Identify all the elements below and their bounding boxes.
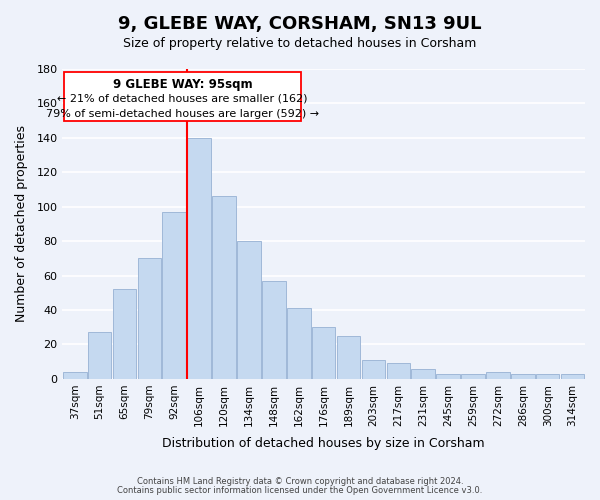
Text: Contains public sector information licensed under the Open Government Licence v3: Contains public sector information licen… bbox=[118, 486, 482, 495]
Bar bbox=[511, 374, 535, 379]
Bar bbox=[262, 281, 286, 379]
Text: Size of property relative to detached houses in Corsham: Size of property relative to detached ho… bbox=[124, 38, 476, 51]
FancyBboxPatch shape bbox=[64, 72, 301, 120]
Text: 9, GLEBE WAY, CORSHAM, SN13 9UL: 9, GLEBE WAY, CORSHAM, SN13 9UL bbox=[118, 15, 482, 33]
Bar bbox=[113, 290, 136, 379]
Bar bbox=[561, 374, 584, 379]
Bar bbox=[312, 328, 335, 379]
Text: 9 GLEBE WAY: 95sqm: 9 GLEBE WAY: 95sqm bbox=[113, 78, 252, 90]
Text: Contains HM Land Registry data © Crown copyright and database right 2024.: Contains HM Land Registry data © Crown c… bbox=[137, 477, 463, 486]
X-axis label: Distribution of detached houses by size in Corsham: Distribution of detached houses by size … bbox=[163, 437, 485, 450]
Bar bbox=[88, 332, 112, 379]
Bar bbox=[212, 196, 236, 379]
Bar bbox=[436, 374, 460, 379]
Bar bbox=[187, 138, 211, 379]
Bar bbox=[237, 241, 261, 379]
Bar bbox=[461, 374, 485, 379]
Bar bbox=[287, 308, 311, 379]
Bar bbox=[536, 374, 559, 379]
Text: 79% of semi-detached houses are larger (592) →: 79% of semi-detached houses are larger (… bbox=[46, 108, 319, 118]
Bar bbox=[486, 372, 510, 379]
Bar bbox=[137, 258, 161, 379]
Bar bbox=[412, 368, 435, 379]
Y-axis label: Number of detached properties: Number of detached properties bbox=[15, 126, 28, 322]
Text: ← 21% of detached houses are smaller (162): ← 21% of detached houses are smaller (16… bbox=[57, 93, 308, 103]
Bar bbox=[386, 364, 410, 379]
Bar bbox=[163, 212, 186, 379]
Bar bbox=[63, 372, 86, 379]
Bar bbox=[362, 360, 385, 379]
Bar bbox=[337, 336, 361, 379]
